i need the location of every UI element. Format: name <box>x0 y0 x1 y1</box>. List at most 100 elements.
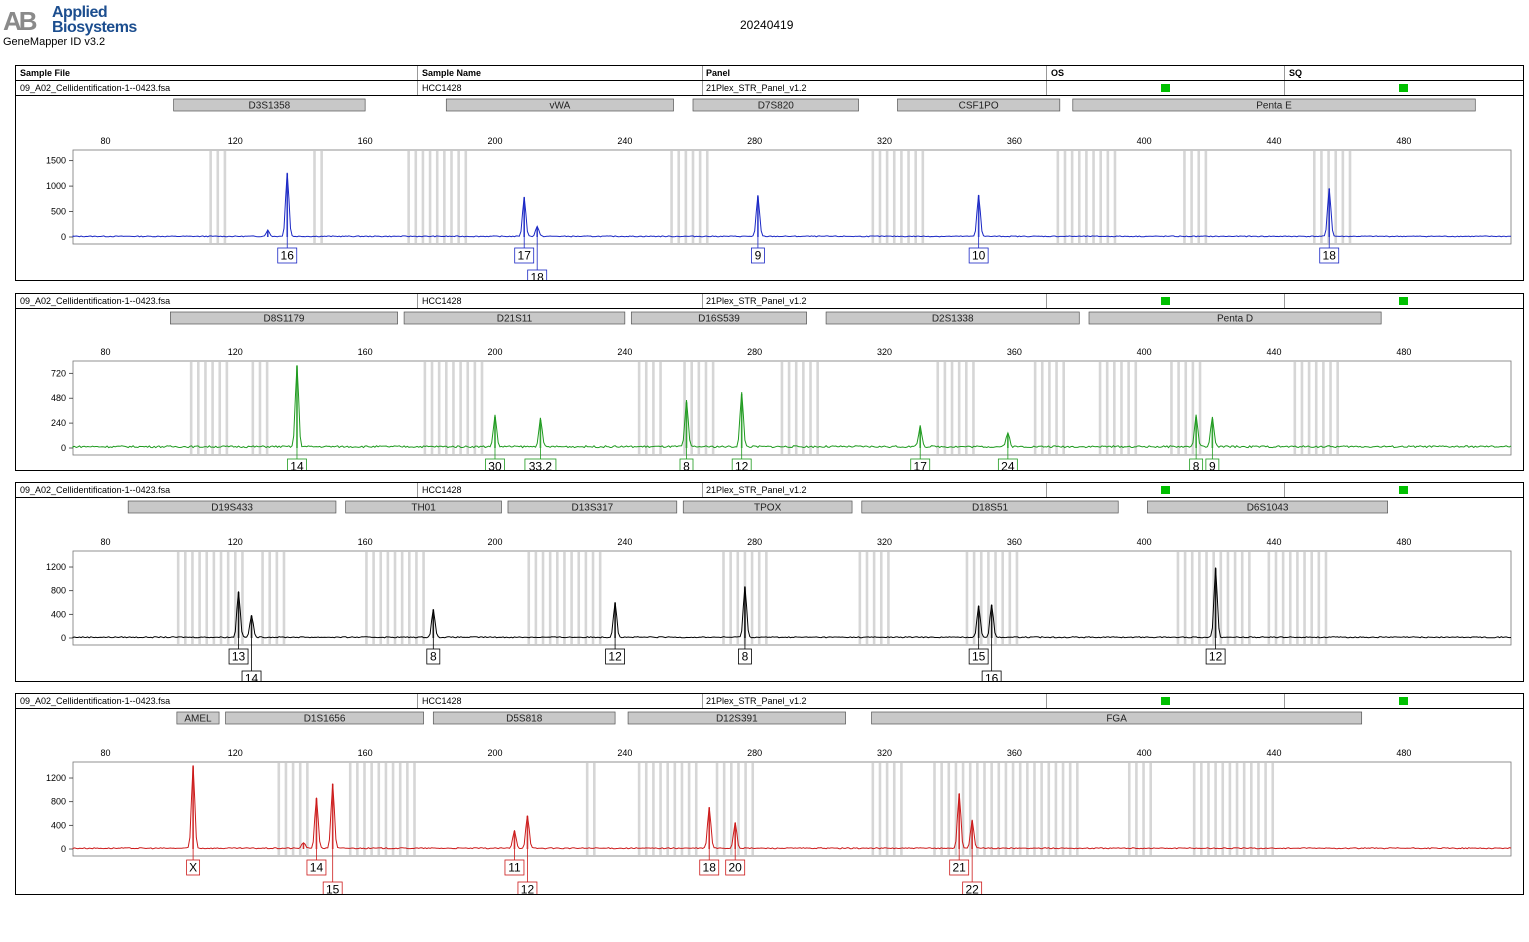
allele-bin <box>965 362 968 454</box>
allele-bin <box>1293 362 1297 454</box>
allele-bin <box>422 552 425 644</box>
allele-bin <box>1207 763 1210 855</box>
allele-call-box <box>679 458 694 470</box>
allele-bin <box>1226 552 1230 644</box>
bin-group <box>348 763 416 855</box>
marker-bar-d8s1179 <box>170 311 398 325</box>
allele-bin <box>223 151 227 243</box>
bin-group <box>1098 362 1138 454</box>
sample-info-row[interactable]: 09_A02_Cellidentification-1--0423.fsa HCC… <box>16 81 1523 96</box>
allele-bin <box>1127 362 1130 454</box>
allele-bin <box>900 763 903 855</box>
bin-group <box>313 151 323 243</box>
x-tick-label: 120 <box>228 537 243 547</box>
allele-bin <box>400 552 404 644</box>
allele-call-label: 9 <box>1209 460 1216 471</box>
allele-bin <box>892 763 896 855</box>
marker-bar-amel <box>176 711 220 725</box>
x-tick-label: 320 <box>877 136 892 146</box>
allele-bin <box>744 763 747 855</box>
allele-bin <box>437 362 441 454</box>
allele-bin <box>697 362 701 454</box>
sample-file-name: 09_A02_Cellidentification-1--0423.fsa <box>20 696 171 706</box>
sample-info-row[interactable]: 09_A02_Cellidentification-1--0423.fsa HCC… <box>16 483 1523 498</box>
marker-label: Penta D <box>1217 314 1253 325</box>
x-tick-label: 200 <box>487 748 502 758</box>
y-tick-label: 480 <box>51 393 66 403</box>
os-quality-icon <box>1161 84 1170 92</box>
allele-bin <box>943 362 947 454</box>
allele-bin <box>275 552 279 644</box>
allele-bin <box>990 763 993 855</box>
allele-bin <box>1008 552 1012 644</box>
sample-name: HCC1428 <box>422 296 462 306</box>
panel-name: 21Plex_STR_Panel_v1.2 <box>706 296 807 306</box>
sample-info-row[interactable]: 09_A02_Cellidentification-1--0423.fsa HCC… <box>16 694 1523 709</box>
table-header-row: Sample File Sample Name Panel OS SQ <box>16 66 1523 81</box>
allele-bin <box>1026 763 1029 855</box>
allele-bin <box>1235 763 1239 855</box>
allele-bin <box>379 552 383 644</box>
marker-bar-fga <box>871 711 1363 725</box>
allele-bin <box>1004 763 1008 855</box>
allele-bin <box>1183 151 1186 243</box>
column-separator <box>1046 81 1047 95</box>
allele-bin <box>994 552 997 644</box>
allele-call-label: 16 <box>985 672 999 682</box>
allele-bin <box>1142 763 1145 855</box>
allele-call-box <box>731 458 752 470</box>
bin-group <box>365 552 425 644</box>
allele-bin <box>872 552 876 644</box>
marker-label: D18S51 <box>972 503 1009 514</box>
allele-bin <box>1092 151 1095 243</box>
marker-label: D7S820 <box>758 101 795 112</box>
allele-bin <box>577 552 581 644</box>
allele-bin <box>1070 151 1074 243</box>
allele-bin <box>1233 552 1237 644</box>
logo-line-2: Biosystems <box>52 19 137 36</box>
allele-bin <box>1177 362 1180 454</box>
allele-bin <box>694 763 698 855</box>
y-tick-label: 1500 <box>46 156 66 166</box>
allele-bin <box>1300 362 1304 454</box>
x-tick-label: 160 <box>358 748 373 758</box>
allele-call-box <box>1205 458 1220 470</box>
sq-quality-icon <box>1399 84 1408 92</box>
allele-bin <box>226 552 230 644</box>
marker-label: D21S11 <box>497 314 533 325</box>
allele-bin <box>1113 151 1117 243</box>
allele-call-label: 12 <box>608 650 622 664</box>
signal-trace-blue <box>72 172 1511 238</box>
bin-group <box>261 552 286 644</box>
sample-info-row[interactable]: 09_A02_Cellidentification-1--0423.fsa HCC… <box>16 294 1523 309</box>
allele-bin <box>666 763 669 855</box>
bin-group <box>585 763 596 855</box>
allele-bin <box>184 552 187 644</box>
panel-green: 09_A02_Cellidentification-1--0423.fsa HCC… <box>15 293 1524 471</box>
allele-bin <box>683 362 686 454</box>
allele-bin <box>887 552 890 644</box>
sample-name: HCC1428 <box>422 696 462 706</box>
allele-bin <box>659 763 662 855</box>
allele-call-label: 12 <box>735 460 749 471</box>
allele-bin <box>921 151 925 243</box>
os-quality-icon <box>1161 297 1170 305</box>
marker-label: D1S1656 <box>304 714 346 725</box>
x-tick-label: 440 <box>1267 136 1282 146</box>
allele-bin <box>1040 362 1044 454</box>
allele-bin <box>972 362 975 454</box>
y-tick-label: 500 <box>51 207 66 217</box>
x-tick-label: 80 <box>100 537 110 547</box>
column-separator <box>1284 694 1285 708</box>
allele-call-label: 18 <box>531 271 545 281</box>
x-tick-label: 200 <box>487 347 502 357</box>
allele-bin <box>216 151 220 243</box>
allele-bin <box>435 151 439 243</box>
sq-quality-icon <box>1399 297 1408 305</box>
allele-call-box <box>277 247 298 264</box>
allele-bin <box>1120 362 1123 454</box>
allele-call-label: 14 <box>310 861 324 875</box>
x-tick-label: 320 <box>877 347 892 357</box>
sample-file-name: 09_A02_Cellidentification-1--0423.fsa <box>20 83 171 93</box>
allele-bin <box>1033 362 1037 454</box>
